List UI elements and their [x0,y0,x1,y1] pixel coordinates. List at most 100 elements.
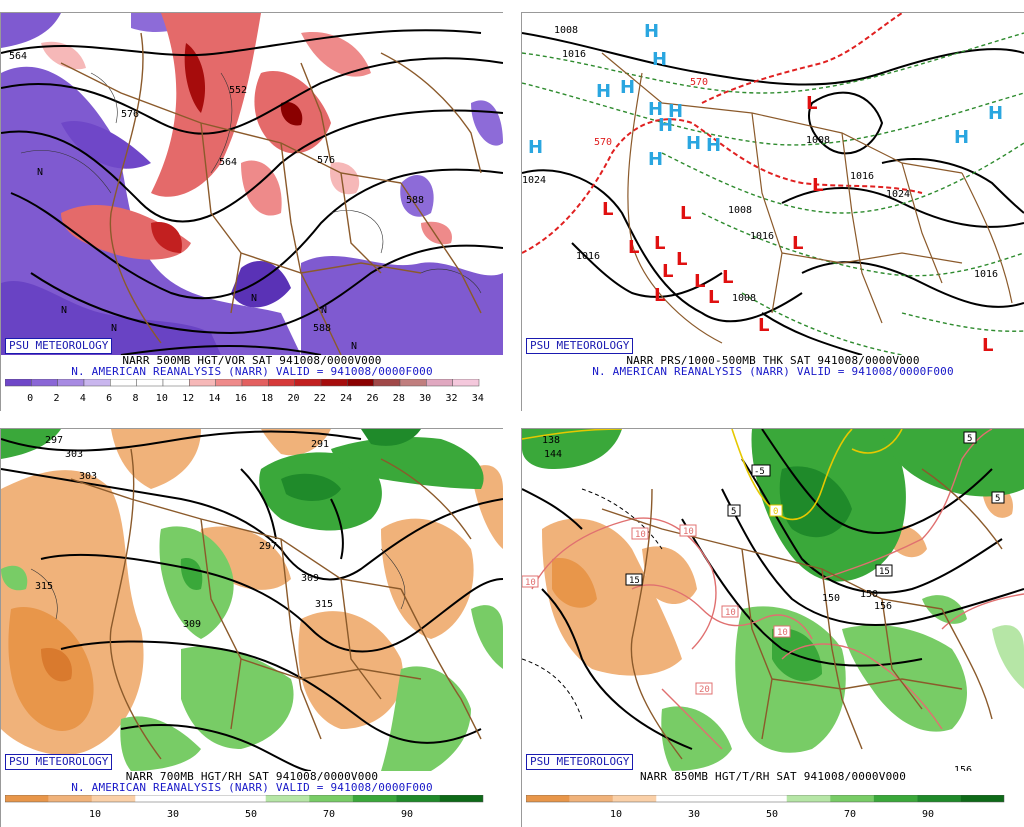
height-label: 576 [121,109,139,120]
political-borders [601,468,1003,760]
colorbar-swatch [309,795,353,802]
colorbar-frame [526,795,1005,803]
freezing-isotherm [522,429,903,521]
vorticity-min-marker: N [351,341,357,352]
colorbar-swatch [399,379,427,387]
colorbar-tick-label: 30 [419,393,431,404]
high-pressure-marker: H [686,133,701,154]
isobar-label: 1008 [732,293,756,304]
colorbar-tick-label: 90 [401,809,413,820]
temp-label: 20 [695,682,713,695]
low-pressure-marker: L [662,261,673,282]
colorbar-swatch [265,795,310,802]
colorbar-tick-label: 26 [366,393,378,404]
vorticity-min-marker: N [251,293,257,304]
isobar-label: 1016 [974,269,998,280]
colorbar-tick-label: 18 [261,393,273,404]
height-label: 564 [9,51,27,62]
colorbar-swatch [110,379,137,387]
low-pressure-marker: L [708,287,719,308]
colorbar-tick-label: 90 [922,809,934,820]
low-pressure-marker: L [758,315,769,336]
colorbar-swatch [656,795,700,802]
colorbar-tick-label: 0 [27,393,33,404]
colorbar-swatch [136,379,164,387]
vorticity-min-marker: N [111,323,117,334]
colorbar-swatch [786,795,831,802]
colorbar-swatch [917,795,961,802]
height-contours [1,430,503,771]
temp-label: 15 [875,564,893,577]
high-pressure-marker: H [644,21,659,42]
isobar-label: 1016 [576,251,600,262]
svg-text:5: 5 [995,494,1000,504]
colorbar-swatch [178,795,223,802]
temp-label: 5 [991,491,1005,504]
vorticity-min-marker: N [37,167,43,178]
rh-colorbar: 10 30 50 70 90 [526,795,1005,820]
svg-text:15: 15 [629,576,640,586]
low-pressure-marker: L [982,335,993,355]
height-label: 150 [860,589,878,600]
height-label: 144 [544,449,562,460]
high-pressure-marker: H [528,137,543,158]
map-500mb: 564 552 576 564 576 588 588 N N N N N N [1,13,503,355]
map-700mb: 297 303 291 297 303 309 315 315 309 [1,429,503,771]
colorbar-swatch [215,379,243,387]
colorbar-swatch [426,379,453,387]
svg-text:-5: -5 [754,467,765,477]
colorbar-tick-label: 14 [208,393,220,404]
isobar-label: 1008 [728,205,752,216]
panel-title: NARR 500MB HGT/VOR SAT 941008/0000V000 [122,354,382,367]
isobar-label: 1016 [850,171,874,182]
political-borders [70,448,482,760]
colorbar-swatch [873,795,918,802]
colorbar-tick-label: 8 [132,393,138,404]
colorbar-swatch [57,379,85,387]
colorbar-swatch [294,379,322,387]
temp-label: 10 [631,527,649,540]
isobar-label: 1024 [886,189,910,200]
high-pressure-marker: H [954,127,969,148]
map-850mb-svg: 138 144 150 150 156 156 10 10 10 10 15 1… [522,429,1024,771]
high-pressure-marker: H [596,81,611,102]
psu-meteorology-badge: PSU METEOROLOGY [5,754,113,770]
colorbar-swatch [189,379,216,387]
colorbar-tick-label: 12 [182,393,194,404]
colorbar-tick-label: 24 [340,393,352,404]
svg-text:10: 10 [683,527,694,537]
temp-label: 5 [727,504,741,517]
colorbar-swatch [352,795,397,802]
rh-colorbar: 10 30 50 70 90 [5,795,484,820]
map-700mb-svg: 297 303 291 297 303 309 315 315 309 [1,429,503,771]
temp-label: 10 [522,575,539,588]
svg-text:0: 0 [773,507,778,517]
high-pressure-marker: H [988,103,1003,124]
svg-text:10: 10 [525,578,536,588]
dry-area [542,518,682,676]
isobar-label: 1008 [806,135,830,146]
panel-pressure-thickness: 1008 1016 1024 1008 1016 1008 1024 1016 … [521,12,1024,411]
colorbar-tick-label: 30 [167,809,179,820]
high-pressure-marker: H [658,115,673,136]
low-pressure-marker: L [792,233,803,254]
colorbar-swatch [162,379,190,387]
temp-label: 5 [963,431,977,444]
panel-title: NARR 700MB HGT/RH SAT 941008/0000V000 [125,770,379,783]
height-label: 156 [954,765,972,771]
map-pressure-svg: 1008 1016 1024 1008 1016 1008 1024 1016 … [522,13,1024,355]
colorbar-swatch [5,795,49,802]
political-borders [601,52,1013,344]
colorbar-swatch [241,379,269,387]
height-label: 315 [35,581,53,592]
svg-text:10: 10 [777,628,788,638]
low-pressure-marker: L [654,285,665,306]
height-label: 303 [79,471,97,482]
svg-text:5: 5 [731,507,736,517]
colorbar-tick-label: 28 [393,393,405,404]
colorbar-swatch [439,795,483,802]
colorbar-tick-label: 10 [156,393,168,404]
vorticity-min-marker: N [321,305,327,316]
low-pressure-marker: L [694,271,705,292]
colorbar-swatch [320,379,348,387]
